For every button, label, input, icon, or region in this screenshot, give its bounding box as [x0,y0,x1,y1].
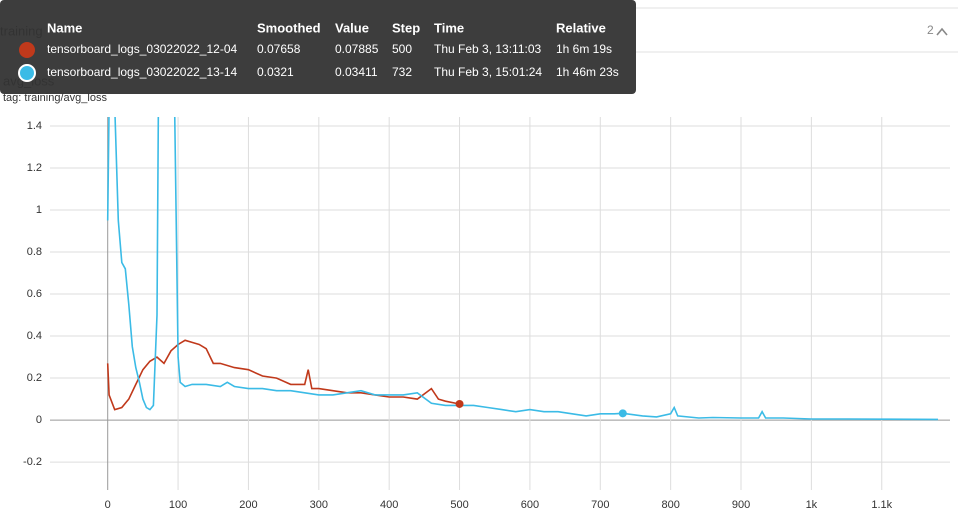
series-line [106,117,939,421]
series-line [106,339,460,411]
chart-subtitle: tag: training/avg_loss [3,92,107,104]
y-tick-label: 1 [36,204,42,216]
tooltip-cell: 1h 46m 23s [556,65,619,79]
tooltip-cell: 732 [392,65,412,79]
hover-marker [455,399,464,408]
y-tick-label: -0.2 [23,456,42,468]
tooltip-header: Name [47,20,82,35]
tooltip-bg [0,0,636,94]
tooltip-cell: 0.03411 [335,65,378,79]
run-count: 2 [927,23,934,37]
legend-swatch [18,64,36,82]
x-tick-label: 700 [591,499,609,511]
y-tick-label: 1.4 [27,120,42,132]
x-tick-label: 100 [169,499,187,511]
y-tick-label: 0 [36,414,42,426]
tooltip-cell: 0.07658 [257,42,301,56]
hover-marker [618,409,627,418]
tooltip-cell: 500 [392,42,412,56]
y-tick-label: 0.8 [27,246,42,258]
x-tick-label: 0 [105,499,111,511]
x-tick-label: 200 [239,499,257,511]
x-tick-label: 600 [521,499,539,511]
tooltip-header: Step [392,20,420,35]
tooltip-cell: tensorboard_logs_03022022_12-04 [47,42,237,56]
collapse-chevron[interactable] [936,27,948,36]
x-tick-label: 900 [732,499,750,511]
tooltip-cell: Thu Feb 3, 15:01:24 [434,65,542,79]
tooltip-header: Relative [556,20,606,35]
tooltip-header: Smoothed [257,20,321,35]
tooltip-cell: 0.07885 [335,42,379,56]
tooltip-header: Value [335,20,369,35]
plot [106,117,939,421]
tooltip-cell: Thu Feb 3, 13:11:03 [434,42,542,56]
tooltip-cell: 0.0321 [257,65,294,79]
x-tick-label: 500 [450,499,468,511]
x-tick-label: 800 [661,499,679,511]
x-tick-label: 1k [806,499,818,511]
y-tick-label: 0.6 [27,288,42,300]
tooltip: Name Smoothed Value Step Time Relative tensorb… [0,0,636,94]
y-tick-label: 0.2 [27,372,42,384]
x-tick-label: 300 [310,499,328,511]
y-tick-label: 1.2 [27,162,42,174]
axes: -0.2 0 0.2 0.4 0.6 0.8 1 1.2 1.4 0 100 200 300 400 500… [23,117,950,511]
tooltip-cell: 1h 6m 19s [556,42,612,56]
legend-swatch [19,42,35,58]
x-tick-label: 1.1k [871,499,892,511]
tooltip-cell: tensorboard_logs_03022022_13-14 [47,65,237,79]
x-tick-label: 400 [380,499,398,511]
y-tick-label: 0.4 [27,330,42,342]
tooltip-header: Time [434,20,464,35]
